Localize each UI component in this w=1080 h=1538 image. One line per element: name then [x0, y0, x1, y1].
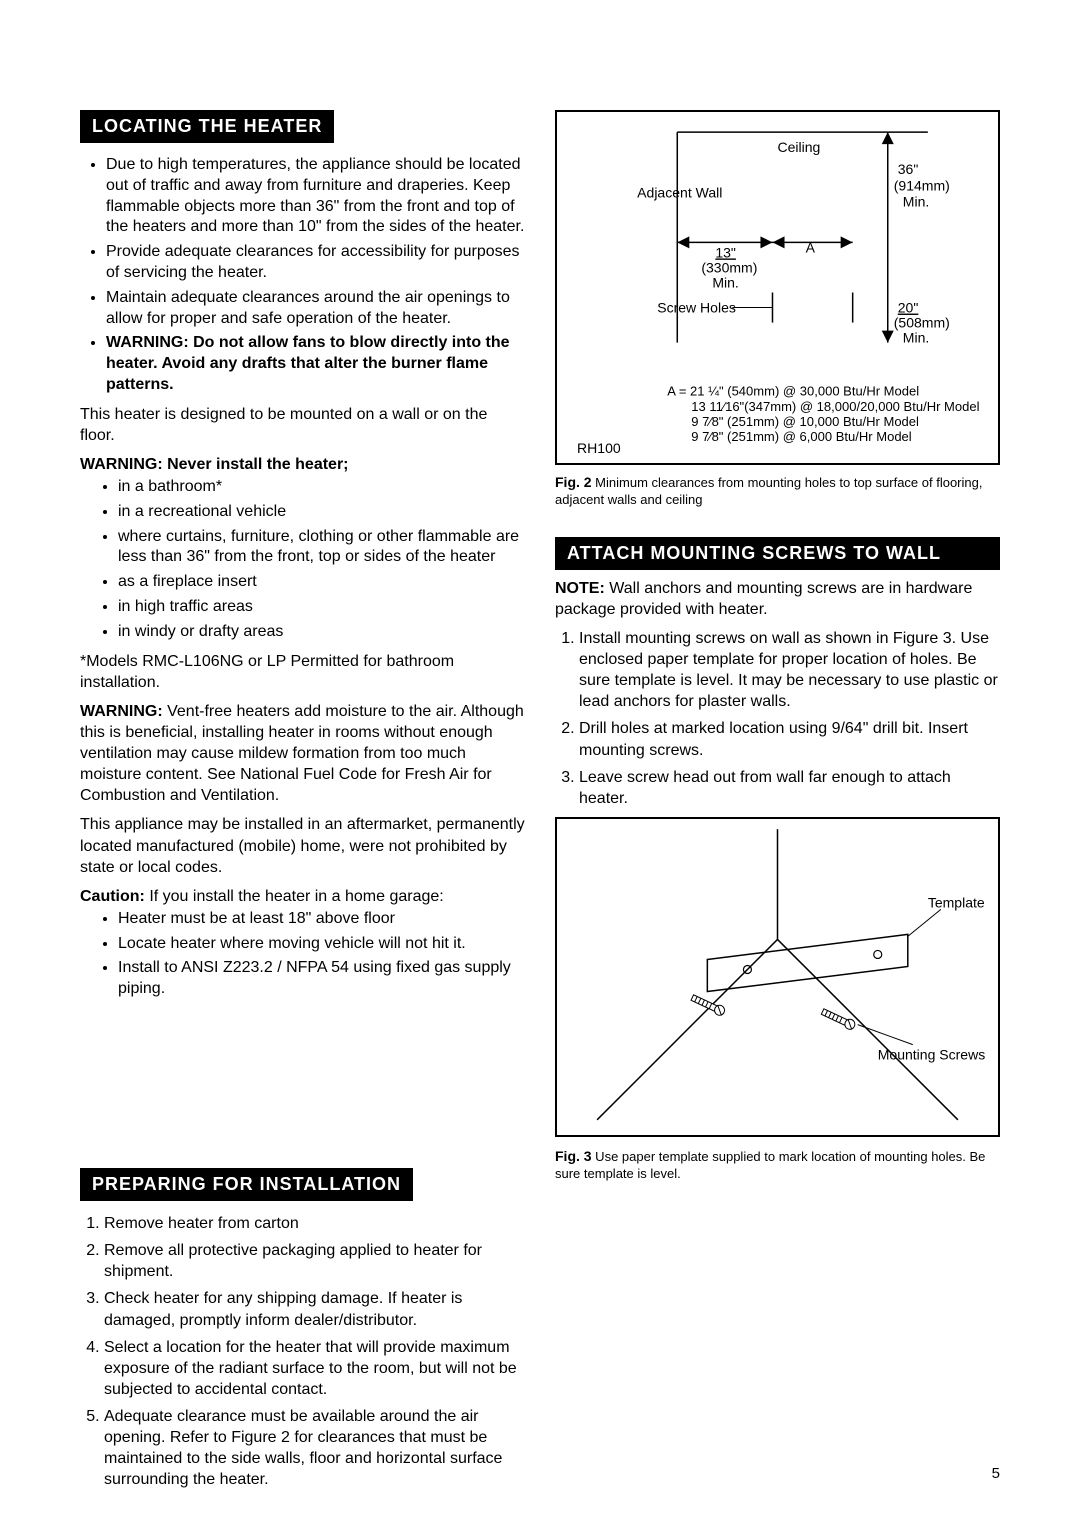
bullet: Locate heater where moving vehicle will …	[118, 934, 525, 955]
header-attach: ATTACH MOUNTING SCREWS TO WALL	[555, 537, 1000, 570]
list-item: Drill holes at marked location using 9/6…	[579, 718, 1000, 760]
list-item: Leave screw head out from wall far enoug…	[579, 767, 1000, 809]
svg-text:Min.: Min.	[903, 193, 929, 209]
warn-never-heading: WARNING: Never install the heater;	[80, 454, 525, 475]
bullet: in a bathroom*	[118, 477, 525, 498]
svg-text:Adjacent Wall: Adjacent Wall	[637, 184, 722, 200]
bullet: in a recreational vehicle	[118, 502, 525, 523]
warning-label: WARNING:	[80, 703, 163, 720]
bullet: as a fireplace insert	[118, 572, 525, 593]
list-item: Adequate clearance must be available aro…	[104, 1406, 525, 1490]
note-text: Wall anchors and mounting screws are in …	[555, 580, 972, 618]
svg-text:Mounting Screws: Mounting Screws	[878, 1047, 986, 1063]
para-bathroom: *Models RMC-L106NG or LP Permitted for b…	[80, 651, 525, 693]
svg-text:Ceiling: Ceiling	[778, 139, 821, 155]
list-item: Select a location for the heater that wi…	[104, 1337, 525, 1400]
figure-2-svg: Ceiling Adjacent Wall 36" (914mm) Min. 1…	[557, 112, 998, 463]
list-item: Remove all protective packaging applied …	[104, 1240, 525, 1282]
para-mount: This heater is designed to be mounted on…	[80, 404, 525, 446]
svg-text:36": 36"	[898, 161, 919, 177]
svg-text:9 7⁄8" (251mm) @ 10,000 Btu/Hr: 9 7⁄8" (251mm) @ 10,000 Btu/Hr Model	[691, 414, 919, 429]
figure-2-caption: Fig. 2 Minimum clearances from mounting …	[555, 473, 1000, 509]
svg-text:(508mm): (508mm)	[894, 315, 950, 331]
spacer	[80, 1008, 525, 1168]
bullet: Install to ANSI Z223.2 / NFPA 54 using f…	[118, 958, 525, 1000]
prep-list: Remove heater from carton Remove all pro…	[80, 1213, 525, 1490]
bullet: in windy or drafty areas	[118, 622, 525, 643]
list-item: Install mounting screws on wall as shown…	[579, 628, 1000, 712]
header-preparing: PREPARING FOR INSTALLATION	[80, 1168, 413, 1201]
svg-text:13": 13"	[715, 244, 736, 260]
figure-3-box: Template Mounting Screws	[555, 817, 1000, 1137]
para-note: NOTE: Wall anchors and mounting screws a…	[555, 578, 1000, 620]
caution-list: Heater must be at least 18" above floor …	[80, 909, 525, 1000]
svg-text:(330mm): (330mm)	[701, 259, 757, 275]
bullet: where curtains, furniture, clothing or o…	[118, 527, 525, 569]
right-column: Ceiling Adjacent Wall 36" (914mm) Min. 1…	[555, 110, 1000, 1498]
svg-text:A: A	[806, 239, 816, 255]
bullet: WARNING: Do not allow fans to blow direc…	[106, 333, 525, 395]
para-warning-moisture: WARNING: Vent-free heaters add moisture …	[80, 701, 525, 807]
bullet: Heater must be at least 18" above floor	[118, 909, 525, 930]
para-caution: Caution: If you install the heater in a …	[80, 886, 525, 907]
figure-3-svg: Template Mounting Screws	[557, 819, 998, 1135]
attach-list: Install mounting screws on wall as shown…	[555, 628, 1000, 809]
never-list: in a bathroom* in a recreational vehicle…	[80, 477, 525, 643]
bullet: Provide adequate clearances for accessib…	[106, 242, 525, 284]
caution-text: If you install the heater in a home gara…	[145, 888, 444, 905]
svg-text:Min.: Min.	[903, 330, 929, 346]
svg-text:9 7⁄8" (251mm) @ 6,000 Btu/Hr: 9 7⁄8" (251mm) @ 6,000 Btu/Hr Model	[691, 429, 912, 444]
caution-label: Caution:	[80, 888, 145, 905]
bullet: Due to high temperatures, the appliance …	[106, 155, 525, 238]
note-label: NOTE:	[555, 580, 605, 597]
page-number: 5	[992, 1465, 1000, 1482]
header-locating: LOCATING THE HEATER	[80, 110, 334, 143]
list-item: Check heater for any shipping damage. If…	[104, 1288, 525, 1330]
svg-text:(914mm): (914mm)	[894, 177, 950, 193]
page: LOCATING THE HEATER Due to high temperat…	[0, 0, 1080, 1538]
svg-text:Template: Template	[928, 894, 985, 910]
left-column: LOCATING THE HEATER Due to high temperat…	[80, 110, 525, 1498]
fig2-caption-text: Minimum clearances from mounting holes t…	[555, 475, 982, 507]
locating-bullets: Due to high temperatures, the appliance …	[80, 155, 525, 396]
svg-text:RH100: RH100	[577, 440, 621, 456]
list-item: Remove heater from carton	[104, 1213, 525, 1234]
fig3-caption-text: Use paper template supplied to mark loca…	[555, 1149, 985, 1181]
bullet: Maintain adequate clearances around the …	[106, 288, 525, 330]
svg-text:20": 20"	[898, 300, 919, 316]
fig2-label: Fig. 2	[555, 474, 592, 490]
figure-2-box: Ceiling Adjacent Wall 36" (914mm) Min. 1…	[555, 110, 1000, 465]
svg-text:13 11⁄16"(347mm) @ 18,000/20,0: 13 11⁄16"(347mm) @ 18,000/20,000 Btu/Hr …	[691, 399, 979, 414]
figure-3-caption: Fig. 3 Use paper template supplied to ma…	[555, 1147, 1000, 1183]
para-mobile-home: This appliance may be installed in an af…	[80, 814, 525, 877]
svg-text:Min.: Min.	[712, 275, 738, 291]
fig3-label: Fig. 3	[555, 1148, 592, 1164]
svg-text:A = 21 ¼" (540mm) @ 30,000 Btu: A = 21 ¼" (540mm) @ 30,000 Btu/Hr Model	[667, 384, 919, 399]
svg-text:Screw Holes: Screw Holes	[657, 300, 736, 316]
bullet: in high traffic areas	[118, 597, 525, 618]
